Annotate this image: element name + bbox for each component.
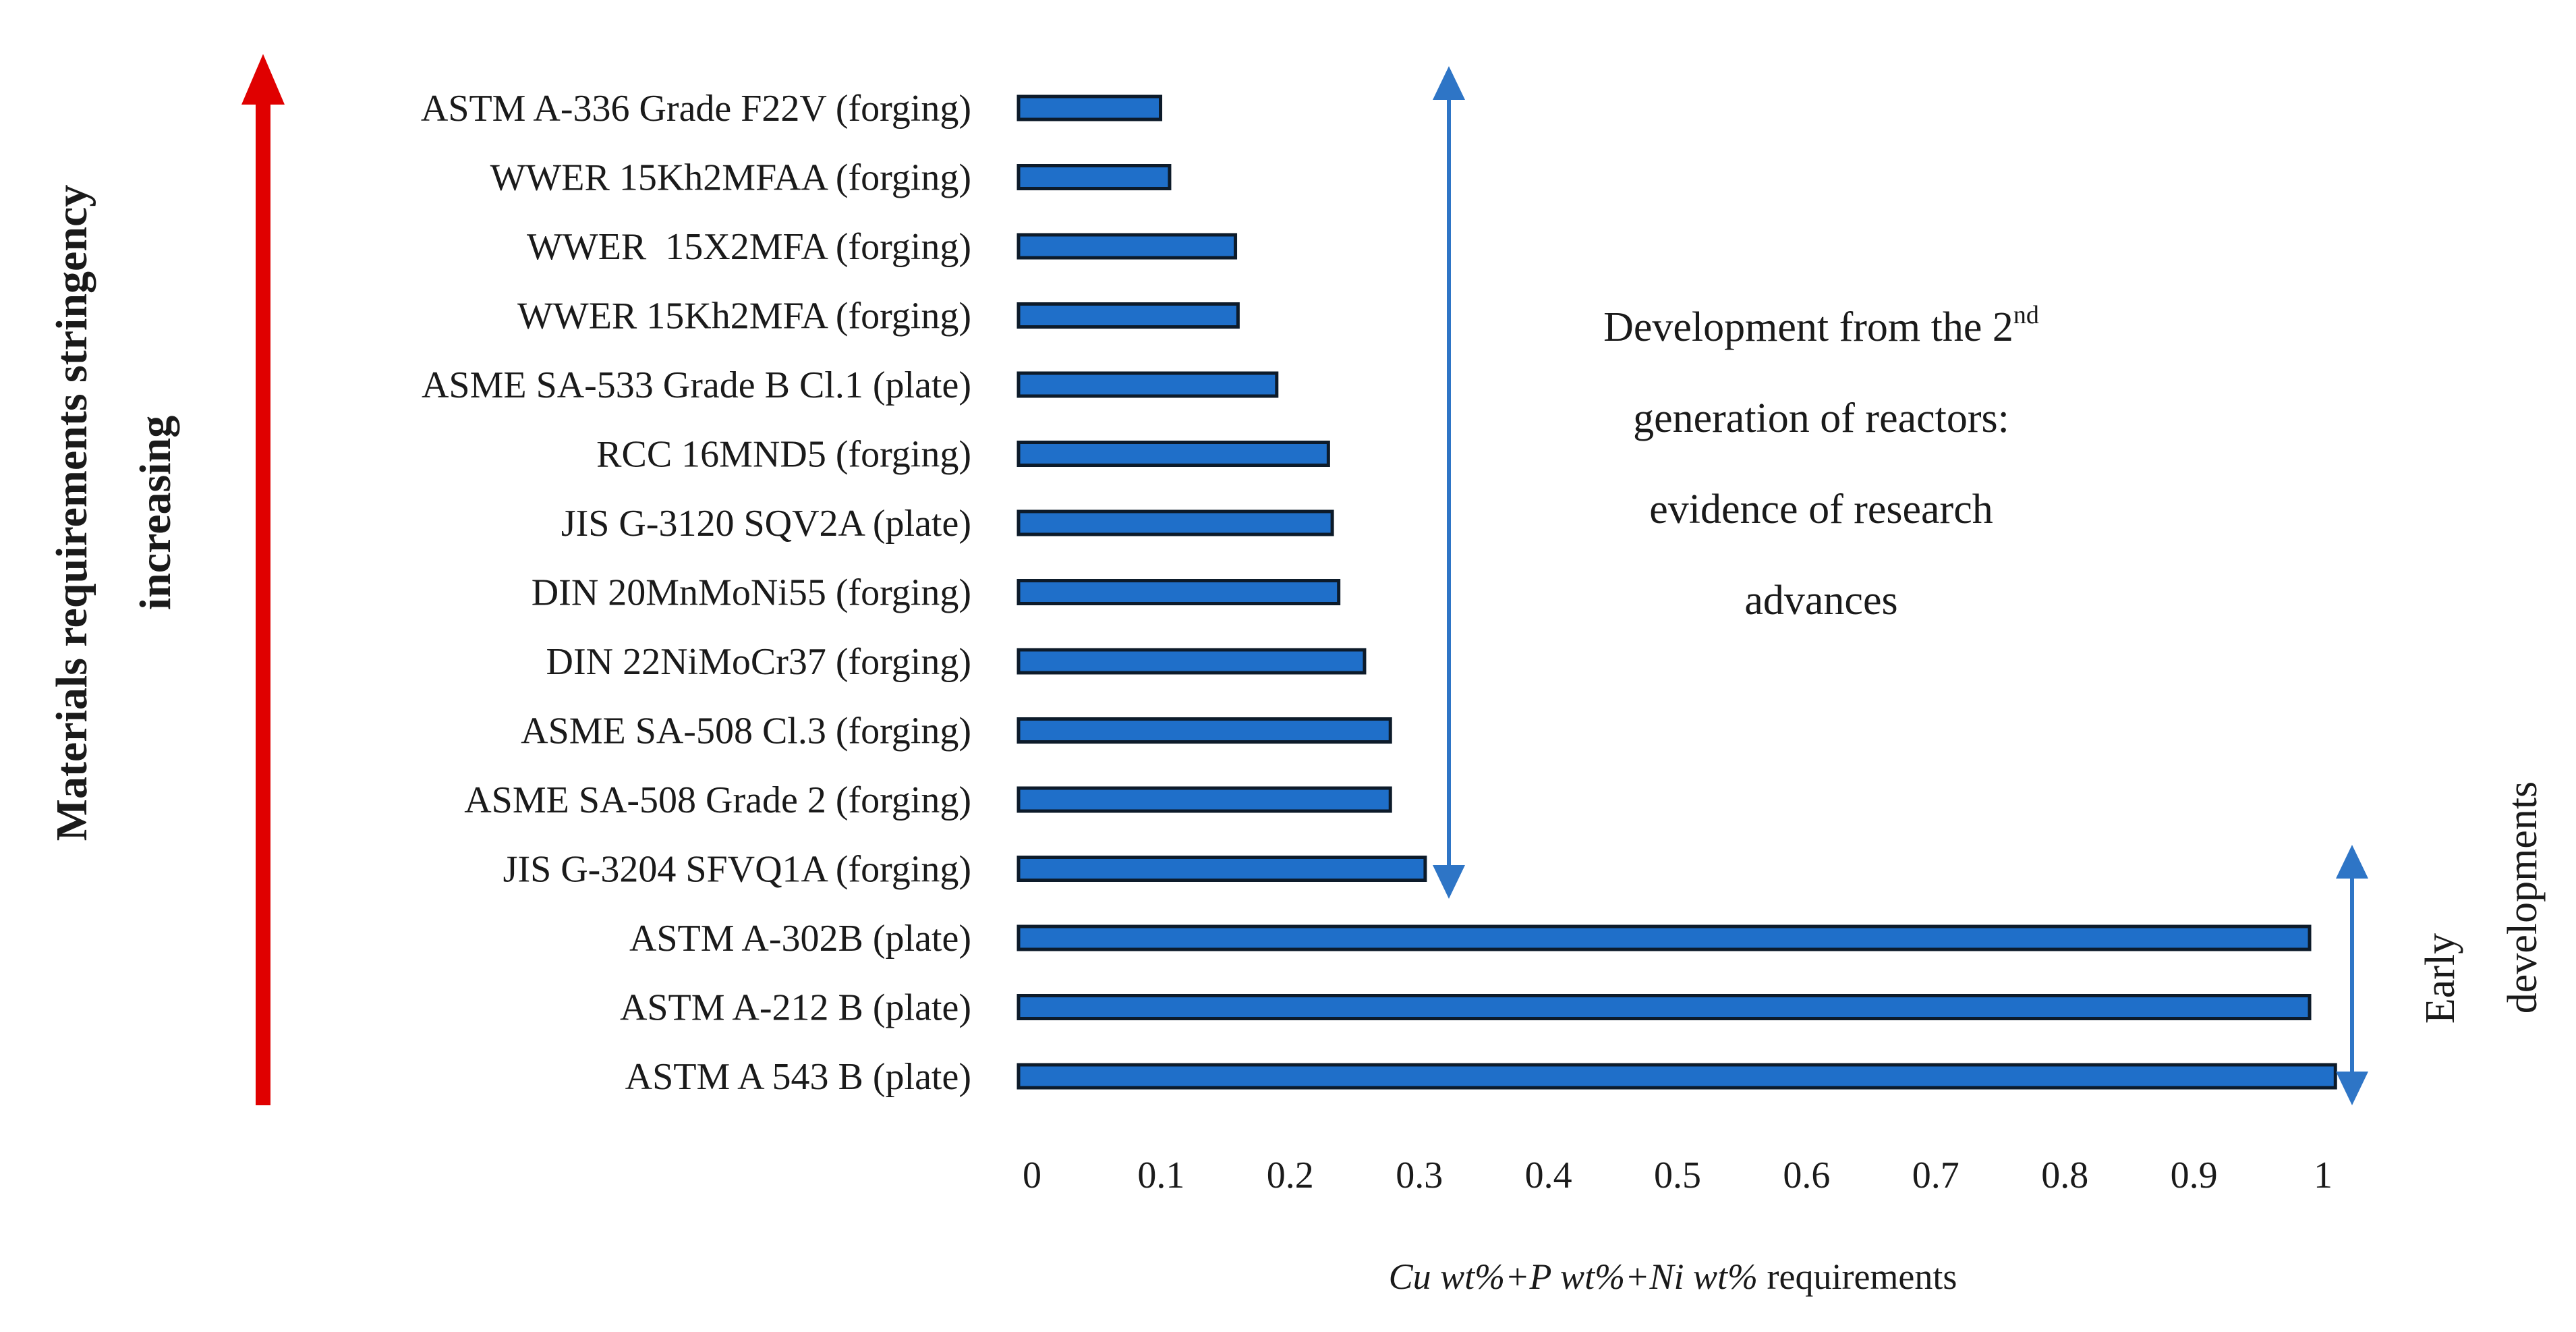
category-label-1: WWER 15Kh2MFAA (forging) [490, 157, 971, 199]
category-label-3: WWER 15Kh2MFA (forging) [517, 296, 971, 337]
x-axis-label: Cu wt%+P wt%+Ni wt% requirements [1389, 1256, 1957, 1297]
stringency-arrow-head [241, 54, 285, 105]
bars-group [1017, 94, 2337, 1090]
x-tick-label-5: 0.5 [1654, 1155, 1701, 1196]
x-tick-label-10: 1 [2314, 1155, 2332, 1196]
ylabel-line-2: increasing [131, 416, 180, 610]
ylabel-line-1: Materials requirements stringency [47, 185, 96, 841]
development-annotation-line-3: evidence of research [1649, 487, 1993, 532]
x-tick-label-2: 0.2 [1267, 1155, 1314, 1196]
development-annotation: Development from the 2nd generation of r… [1603, 301, 2039, 623]
x-tick-label-0: 0 [1023, 1155, 1041, 1196]
category-label-11: JIS G-3204 SFVQ1A (forging) [503, 849, 971, 891]
category-label-4: ASME SA-533 Grade B Cl.1 (plate) [422, 364, 971, 406]
development-annotation-line-4: advances [1744, 578, 1897, 623]
x-tick-labels-group: 0 0.1 0.2 0.3 0.4 0.5 0.6 0.7 0.8 0.9 1 [1023, 1155, 2332, 1196]
x-tick-label-8: 0.8 [2041, 1155, 2088, 1196]
development-double-arrow [1433, 66, 1465, 899]
bar-13 [1017, 994, 2312, 1020]
x-tick-label-3: 0.3 [1396, 1155, 1443, 1196]
bar-10 [1017, 786, 1392, 813]
early-annotation-line-1: Early [2417, 933, 2463, 1024]
bar-7 [1017, 579, 1341, 605]
bar-2 [1017, 233, 1238, 260]
bar-5 [1017, 441, 1330, 467]
bar-12 [1017, 924, 2312, 951]
category-label-2: WWER 15X2MFA (forging) [527, 226, 971, 268]
early-double-arrow [2336, 845, 2368, 1105]
category-label-8: DIN 22NiMoCr37 (forging) [546, 641, 971, 683]
category-label-14: ASTM A 543 B (plate) [625, 1056, 971, 1098]
bar-1 [1017, 164, 1172, 190]
bar-0 [1017, 94, 1163, 121]
category-labels-group: ASTM A-336 Grade F22V (forging) WWER 15Kh… [421, 88, 971, 1098]
bar-3 [1017, 302, 1240, 329]
bar-9 [1017, 717, 1392, 744]
stringency-arrow-shaft [256, 94, 270, 1105]
category-label-7: DIN 20MnMoNi55 (forging) [532, 572, 971, 614]
category-label-12: ASTM A-302B (plate) [629, 918, 971, 960]
x-tick-label-7: 0.7 [1912, 1155, 1959, 1196]
early-arrow-head-bottom [2336, 1072, 2368, 1105]
development-arrow-head-bottom [1433, 865, 1465, 899]
category-label-6: JIS G-3120 SQV2A (plate) [561, 503, 971, 545]
x-tick-label-1: 0.1 [1137, 1155, 1184, 1196]
category-label-9: ASME SA-508 Cl.3 (forging) [521, 711, 971, 752]
x-tick-label-9: 0.9 [2171, 1155, 2218, 1196]
category-label-0: ASTM A-336 Grade F22V (forging) [421, 88, 971, 130]
early-arrow-head-top [2336, 845, 2368, 879]
bar-14 [1017, 1063, 2337, 1090]
category-label-13: ASTM A-212 B (plate) [620, 987, 971, 1029]
stringency-arrow [241, 54, 285, 1105]
category-label-10: ASME SA-508 Grade 2 (forging) [464, 779, 971, 821]
bar-4 [1017, 371, 1279, 398]
bar-11 [1017, 856, 1427, 882]
development-annotation-line-1: Development from the 2nd [1603, 301, 2039, 350]
development-annotation-line-2: generation of reactors: [1633, 395, 2009, 441]
x-tick-label-6: 0.6 [1783, 1155, 1830, 1196]
x-tick-label-4: 0.4 [1525, 1155, 1572, 1196]
category-label-5: RCC 16MND5 (forging) [596, 434, 971, 476]
bar-6 [1017, 509, 1334, 536]
bar-8 [1017, 648, 1367, 675]
early-annotation-line-2: developments [2500, 781, 2546, 1014]
development-arrow-head-top [1433, 66, 1465, 100]
